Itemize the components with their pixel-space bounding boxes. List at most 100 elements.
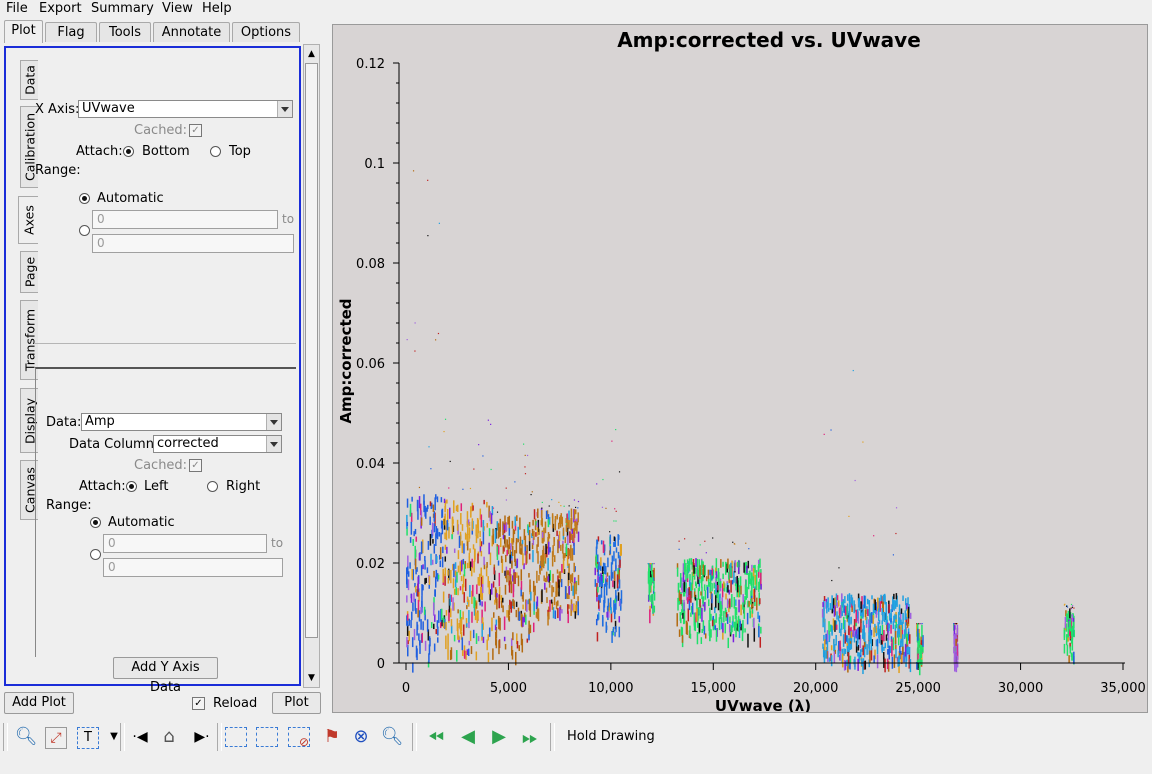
hold-drawing-button[interactable]: Hold Drawing <box>567 729 655 744</box>
y-tick-label: 0.1 <box>364 157 385 172</box>
data-point <box>720 604 723 617</box>
select-box-icon[interactable] <box>225 727 247 747</box>
data-point <box>611 555 614 565</box>
add-y-axis-data-button[interactable]: Add Y Axis Data <box>113 657 218 695</box>
dropdown-icon[interactable]: ▼ <box>110 731 118 742</box>
menu-export[interactable]: Export <box>39 1 82 16</box>
prev-page-icon[interactable]: ◀ <box>461 726 475 747</box>
y-attach-left-radio[interactable] <box>126 481 137 492</box>
x-range-to-input[interactable]: 0 <box>92 234 294 253</box>
data-point <box>413 531 415 537</box>
y-range-to-input[interactable]: 0 <box>103 558 283 577</box>
home-icon[interactable]: ⌂ <box>163 726 175 747</box>
y-cached-checkbox[interactable]: ✓ <box>189 459 202 472</box>
plot-canvas[interactable]: 0 0.02 0.04 0.06 0.08 0.1 0.12 0 5,000 10,000 15,… <box>332 24 1148 713</box>
add-plot-button[interactable]: Add Plot <box>4 692 74 714</box>
sub-select-icon[interactable] <box>256 727 278 747</box>
data-point <box>860 618 862 633</box>
y-range-from-input[interactable]: 0 <box>103 534 267 553</box>
tab-annotate[interactable]: Annotate <box>153 22 230 42</box>
data-point <box>524 466 526 468</box>
first-page-icon[interactable]: ⏪︎ <box>428 725 444 749</box>
reload-checkbox[interactable]: ✓ <box>192 697 205 710</box>
x-attach-bottom-radio[interactable] <box>123 146 134 157</box>
y-range-auto-radio[interactable] <box>90 517 101 528</box>
data-point <box>574 566 576 572</box>
x-range-manual-radio[interactable] <box>79 225 90 236</box>
data-point <box>840 628 842 637</box>
menu-view[interactable]: View <box>162 1 193 16</box>
y-range-manual-radio[interactable] <box>90 549 101 560</box>
data-point <box>497 560 500 566</box>
data-point <box>546 510 549 517</box>
y-attach-right-radio[interactable] <box>207 481 218 492</box>
data-point <box>650 563 652 565</box>
side-tab-data[interactable]: Data <box>20 60 38 100</box>
fit-icon[interactable]: ⤢ <box>45 727 67 749</box>
data-point <box>920 652 922 665</box>
step-back-icon[interactable]: ·◀ <box>132 729 148 745</box>
data-point <box>683 559 686 568</box>
menu-file[interactable]: File <box>6 1 28 16</box>
clear-select-icon[interactable]: ⊘ <box>288 727 310 749</box>
y-data-select[interactable]: Amp <box>81 413 282 431</box>
data-point <box>568 585 570 595</box>
side-tab-page[interactable]: Page <box>20 251 38 293</box>
zoom-icon[interactable]: 🔍︎ <box>14 726 38 747</box>
data-point <box>574 611 577 619</box>
side-tab-transform[interactable]: Transform <box>20 300 38 380</box>
x-range-auto-radio[interactable] <box>79 193 90 204</box>
data-point <box>494 587 497 598</box>
panel-scrollbar[interactable]: ▲ ▼ <box>303 44 320 688</box>
tab-flag[interactable]: Flag <box>45 22 97 42</box>
data-point <box>652 589 655 594</box>
data-point <box>1066 644 1069 656</box>
data-point <box>481 601 483 607</box>
data-point <box>748 570 751 580</box>
side-tab-display[interactable]: Display <box>20 388 38 453</box>
data-point <box>466 623 468 628</box>
x-range-from-input[interactable]: 0 <box>92 210 278 229</box>
next-page-icon[interactable]: ▶ <box>492 726 506 747</box>
data-point <box>734 606 737 620</box>
side-tab-axes[interactable]: Axes <box>18 196 38 244</box>
x-axis-select[interactable]: UVwave <box>78 100 293 118</box>
tab-plot[interactable]: Plot <box>4 20 43 43</box>
scroll-thumb[interactable] <box>305 63 318 638</box>
plot-button[interactable]: Plot <box>272 692 321 714</box>
data-point <box>866 606 868 615</box>
data-point <box>652 577 655 584</box>
text-annotate-icon[interactable]: T <box>77 727 99 749</box>
data-point <box>406 338 408 341</box>
side-tab-calibration[interactable]: Calibration <box>20 106 38 188</box>
data-point <box>509 546 512 556</box>
data-point <box>406 636 408 648</box>
data-point <box>897 623 899 633</box>
data-point <box>573 581 576 594</box>
flag-icon[interactable]: ⚑ <box>323 726 341 747</box>
tab-tools[interactable]: Tools <box>99 22 151 42</box>
scroll-up-icon[interactable]: ▲ <box>308 49 315 59</box>
x-attach-top-radio[interactable] <box>210 146 221 157</box>
tab-options[interactable]: Options <box>232 22 300 42</box>
data-point <box>510 638 513 650</box>
data-point <box>898 661 900 674</box>
locate-icon[interactable]: 🔍︎ <box>380 726 404 747</box>
menu-summary[interactable]: Summary <box>91 1 154 16</box>
step-forward-icon[interactable]: ▶· <box>194 729 210 745</box>
data-point <box>548 582 551 588</box>
data-point <box>545 587 548 593</box>
last-page-icon[interactable]: ⏩︎ <box>522 725 538 749</box>
scroll-down-icon[interactable]: ▼ <box>308 673 315 683</box>
data-point <box>1073 629 1075 638</box>
data-point <box>760 626 762 634</box>
data-point <box>742 594 744 605</box>
x-cached-checkbox[interactable]: ✓ <box>189 124 202 137</box>
y-column-select[interactable]: corrected <box>153 435 282 453</box>
data-point <box>474 606 477 621</box>
data-point <box>536 596 539 607</box>
data-point <box>527 525 530 536</box>
side-tab-canvas[interactable]: Canvas <box>20 460 38 520</box>
unflag-icon[interactable]: ⊗ <box>353 726 369 747</box>
menu-help[interactable]: Help <box>202 1 232 16</box>
